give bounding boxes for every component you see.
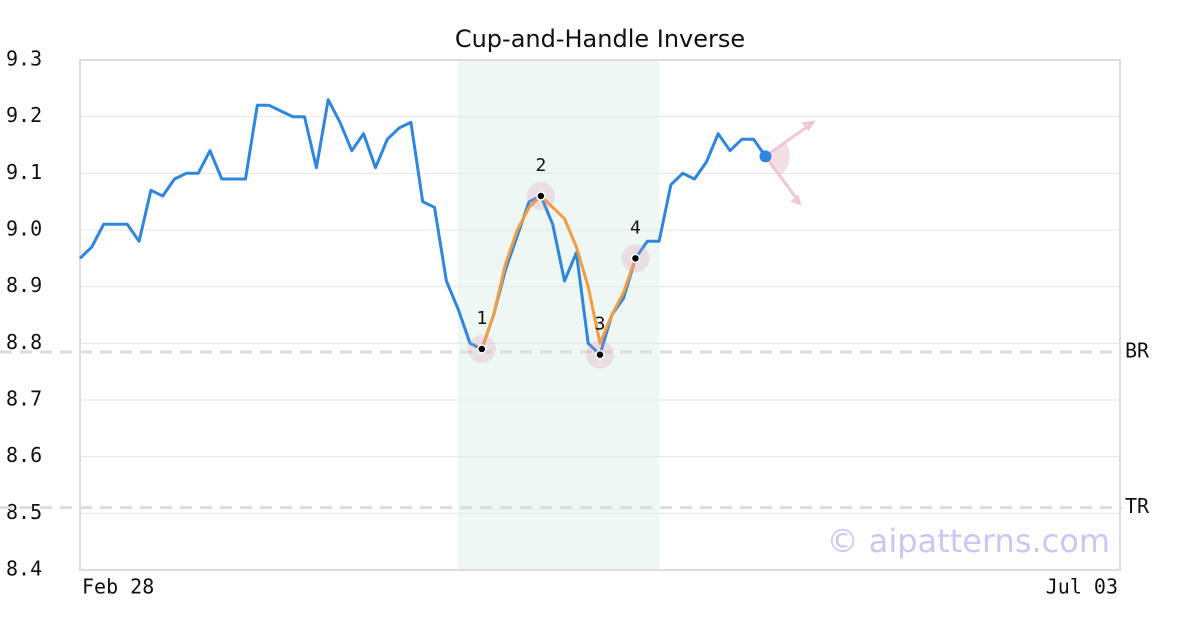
direction-arrow [764, 121, 815, 158]
point-label: 3 [595, 314, 606, 335]
series-line [78, 98, 767, 357]
watermark: © aipatterns.com [827, 522, 1110, 560]
y-tick-label: 8.9 [6, 273, 42, 297]
pattern-point [536, 191, 546, 201]
y-tick-label: 8.4 [6, 557, 42, 581]
x-tick-label: Jul 03 [1046, 575, 1118, 599]
point-label: 4 [630, 217, 641, 238]
direction-arrow [764, 155, 801, 204]
chart-title: Cup-and-Handle Inverse [455, 25, 745, 53]
last-point [759, 150, 772, 163]
arrow-head [790, 194, 802, 206]
direction-wedge [765, 142, 790, 175]
y-tick-label: 8.6 [6, 443, 42, 467]
y-tick-label: 8.8 [6, 330, 42, 354]
y-tick-label: 9.2 [6, 103, 42, 127]
x-tick-label: Feb 28 [82, 575, 154, 599]
y-tick-label: 9.0 [6, 217, 42, 241]
pattern-point [595, 349, 605, 360]
pattern-point [477, 344, 487, 354]
series-line [480, 194, 637, 350]
y-tick-label: 9.3 [6, 47, 42, 71]
y-tick-label: 8.7 [6, 387, 42, 411]
point-label: 2 [535, 155, 546, 176]
reference-label: BR [1125, 338, 1150, 362]
point-label: 1 [476, 308, 487, 329]
y-tick-label: 8.5 [6, 500, 42, 524]
plot-frame [79, 59, 1121, 571]
y-tick-label: 9.1 [6, 160, 42, 184]
reference-label: TR [1125, 494, 1150, 518]
pattern-zone [458, 60, 660, 570]
arrow-head [801, 120, 816, 132]
pattern-point [630, 253, 641, 264]
